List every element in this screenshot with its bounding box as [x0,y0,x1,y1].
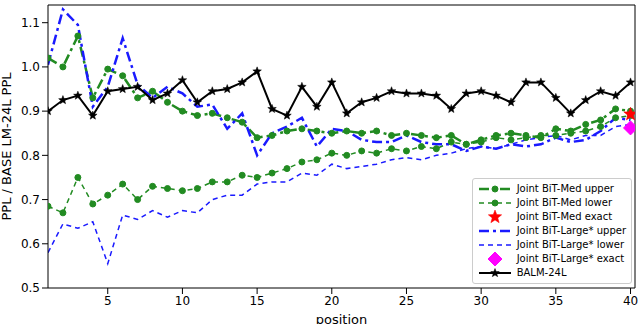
svg-text:15: 15 [249,294,264,308]
svg-text:0.6: 0.6 [21,237,40,251]
svg-text:0.9: 0.9 [21,104,40,118]
svg-text:1.1: 1.1 [21,16,40,30]
svg-text:5: 5 [104,294,112,308]
html-text:Joint BiT-Med exact: Joint BiT-Med exact [516,211,613,222]
html-text:Joint BiT-Large* exact: Joint BiT-Large* exact [516,253,625,264]
svg-text:0.7: 0.7 [21,193,40,207]
svg-text:30: 30 [474,294,489,308]
svg-text:25: 25 [399,294,414,308]
html-text:Joint BiT-Large* upper: Joint BiT-Large* upper [516,225,626,236]
html-text:Joint BiT-Med lower: Joint BiT-Med lower [516,197,612,208]
svg-text:0.8: 0.8 [21,149,40,163]
svg-text:0.5: 0.5 [21,281,40,295]
svg-text:40: 40 [623,294,632,308]
svg-text:PPL / BASE LM-24L PPL: PPL / BASE LM-24L PPL [8,72,14,221]
svg-text:35: 35 [548,294,563,308]
svg-text:1.0: 1.0 [21,60,40,74]
html-text:Joint BiT-Med upper: Joint BiT-Med upper [516,183,614,194]
svg-text:10: 10 [175,294,190,308]
svg-text:position: position [316,312,368,324]
svg-text:20: 20 [324,294,339,308]
html-text:BALM-24L: BALM-24L [516,267,567,278]
html-text:Joint BiT-Large* lower: Joint BiT-Large* lower [516,239,624,250]
